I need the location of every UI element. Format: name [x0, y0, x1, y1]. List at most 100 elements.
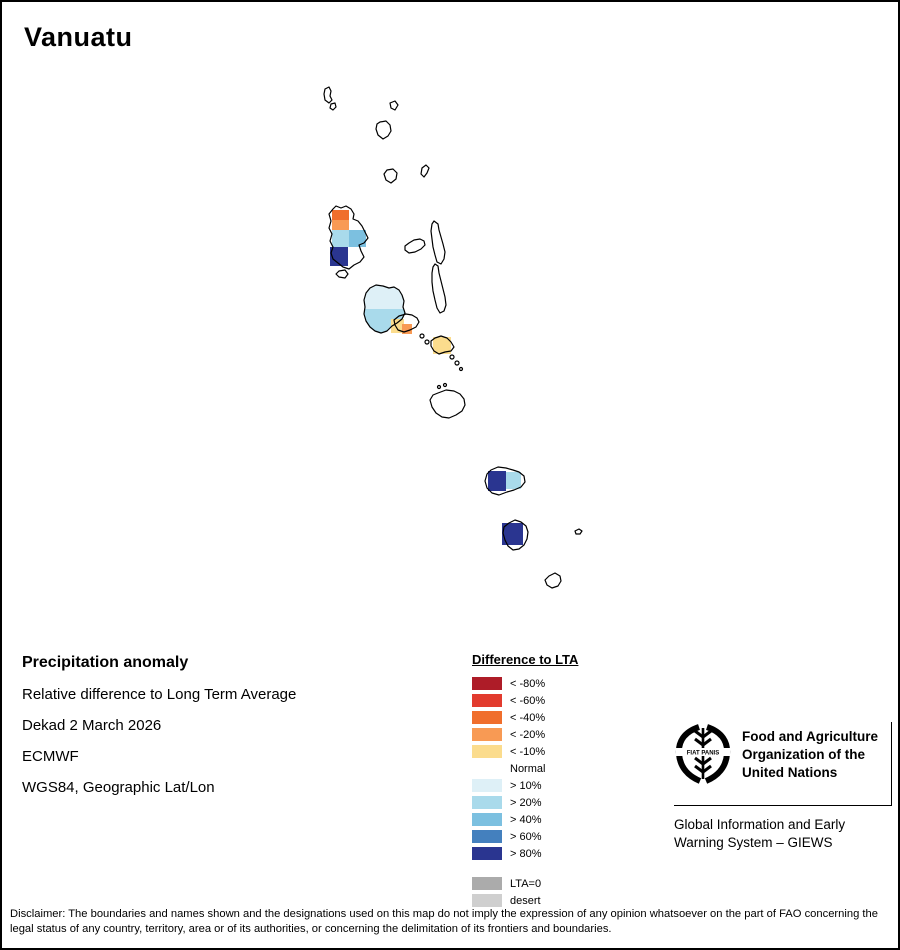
islet-emao: [442, 382, 448, 388]
fao-org-line: Organization of the: [742, 746, 865, 762]
legend-label: < -80%: [510, 677, 546, 690]
anomaly-cell: [332, 220, 349, 230]
legend-item: desert: [472, 892, 578, 909]
legend-rows: < -80% < -60% < -40% < -20% < -10% Normal > 10…: [472, 675, 578, 909]
island-shepherd-1: [449, 354, 455, 360]
legend-swatch: [472, 779, 502, 792]
giews-line: Warning System – GIEWS: [674, 835, 833, 851]
legend-item: > 80%: [472, 845, 578, 862]
anomaly-cell: [502, 523, 523, 545]
legend-swatch: [472, 762, 502, 775]
fao-org-line: United Nations: [742, 764, 838, 780]
legend-label: desert: [510, 894, 541, 907]
info-line-projection: WGS84, Geographic Lat/Lon: [22, 779, 215, 796]
legend-gap: [472, 862, 578, 875]
island-pentecost: [431, 263, 447, 314]
island-aniwa: [574, 528, 583, 535]
islet-nguna: [436, 384, 442, 390]
fiat-panis-label: FIAT PANIS: [687, 751, 719, 757]
map-info: Precipitation anomaly Relative differenc…: [22, 654, 296, 810]
info-line-source: ECMWF: [22, 748, 79, 765]
legend-swatch: [472, 728, 502, 741]
legend-label: < -40%: [510, 711, 546, 724]
island-aneityum: [544, 572, 562, 589]
legend-label: > 80%: [510, 847, 542, 860]
island-maewo: [430, 220, 446, 265]
legend-label: < -20%: [510, 728, 546, 741]
fao-footer: FIAT PANIS Food and Agriculture Organiza…: [674, 722, 892, 852]
island-torres-north: [323, 86, 333, 104]
island-ambrym: [393, 313, 420, 333]
legend-label: > 40%: [510, 813, 542, 826]
legend-label: < -60%: [510, 694, 546, 707]
page-title: Vanuatu: [24, 22, 133, 52]
disclaimer-text: Disclaimer: The boundaries and names sho…: [10, 908, 878, 936]
island-shepherd-3: [458, 366, 464, 372]
island-epi: [430, 335, 455, 355]
legend-item: > 40%: [472, 811, 578, 828]
legend-item: < -80%: [472, 675, 578, 692]
legend-item: < -40%: [472, 709, 578, 726]
island-lopevi: [424, 339, 430, 345]
legend-item: < -60%: [472, 692, 578, 709]
legend-item: Normal: [472, 760, 578, 777]
anomaly-cell: [364, 285, 405, 309]
coastlines-layer: [323, 86, 583, 589]
anomaly-cell: [402, 324, 412, 334]
legend-swatch: [472, 677, 502, 690]
fao-logo-icon: FIAT PANIS: [675, 724, 731, 784]
fao-org-name: Food and Agriculture Organization of the…: [742, 728, 878, 781]
island-hiu: [389, 100, 399, 111]
anomaly-cell: [488, 471, 506, 491]
island-shepherd-2: [454, 360, 460, 366]
island-torres-south: [329, 102, 337, 111]
legend-swatch: [472, 796, 502, 809]
legend-label: < -10%: [510, 745, 546, 758]
legend-item: LTA=0: [472, 875, 578, 892]
island-tanna: [502, 519, 529, 551]
anomaly-cells-layer: [330, 210, 523, 545]
island-ambae: [404, 238, 426, 254]
giews-label: Global Information and Early Warning Sys…: [674, 816, 892, 852]
legend-swatch: [472, 711, 502, 724]
island-gaua: [383, 168, 398, 184]
legend-swatch: [472, 830, 502, 843]
island-malakula: [363, 284, 406, 334]
legend-swatch: [472, 694, 502, 707]
legend-item: > 10%: [472, 777, 578, 794]
island-espiritu-santo: [328, 205, 369, 270]
legend-item: < -10%: [472, 743, 578, 760]
legend-item: > 60%: [472, 828, 578, 845]
info-heading: Precipitation anomaly: [22, 654, 189, 671]
island-paama: [419, 333, 425, 339]
island-erromango: [484, 466, 526, 496]
info-line-dekad: Dekad 2 March 2026: [22, 717, 162, 734]
legend-swatch: [472, 847, 502, 860]
fao-header: FIAT PANIS Food and Agriculture Organiza…: [674, 722, 892, 806]
legend-item: < -20%: [472, 726, 578, 743]
island-malo: [335, 269, 349, 279]
anomaly-cell: [330, 247, 348, 266]
fao-logo-wrap: FIAT PANIS: [674, 722, 732, 791]
legend-swatch: [472, 894, 502, 907]
legend-swatch: [472, 813, 502, 826]
anomaly-cell: [332, 230, 349, 247]
island-vanua-lava: [375, 120, 392, 140]
info-line-method: Relative difference to Long Term Average: [22, 686, 297, 703]
legend-label: > 20%: [510, 796, 542, 809]
anomaly-cell: [433, 337, 451, 354]
island-mota-lava: [420, 164, 430, 178]
legend-title: Difference to LTA: [472, 652, 579, 667]
anomaly-cell: [332, 210, 349, 220]
anomaly-cell: [349, 230, 366, 247]
legend-swatch: [472, 877, 502, 890]
legend-label: > 60%: [510, 830, 542, 843]
legend-label: Normal: [510, 762, 546, 775]
legend-label: > 10%: [510, 779, 542, 792]
legend-swatch: [472, 745, 502, 758]
legend-item: > 20%: [472, 794, 578, 811]
anomaly-cell: [506, 472, 521, 489]
legend-label: LTA=0: [510, 877, 542, 890]
